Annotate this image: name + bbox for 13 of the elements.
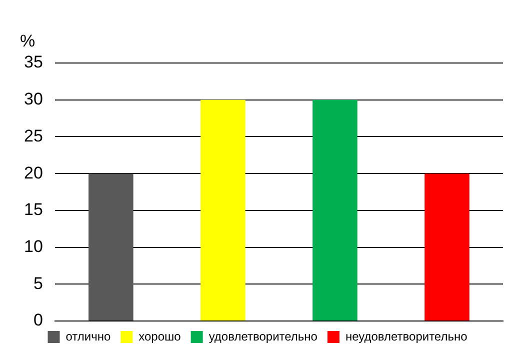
y-tick-label: 0 (33, 310, 43, 330)
legend-label: отлично (66, 329, 111, 344)
legend-label: удовлетворительно (208, 329, 318, 344)
y-tick-label: 30 (24, 90, 43, 109)
y-tick-label: 20 (24, 163, 43, 182)
y-tick-label: 10 (24, 236, 43, 256)
y-tick-label: 25 (24, 126, 43, 146)
y-tick-label: 15 (24, 200, 43, 220)
y-axis-title: % (20, 32, 36, 51)
legend-label: хорошо (138, 329, 182, 344)
y-tick-label: 35 (24, 52, 43, 72)
y-tick-label: 5 (33, 274, 43, 293)
legend-label: неудовлетворительно (345, 329, 468, 344)
